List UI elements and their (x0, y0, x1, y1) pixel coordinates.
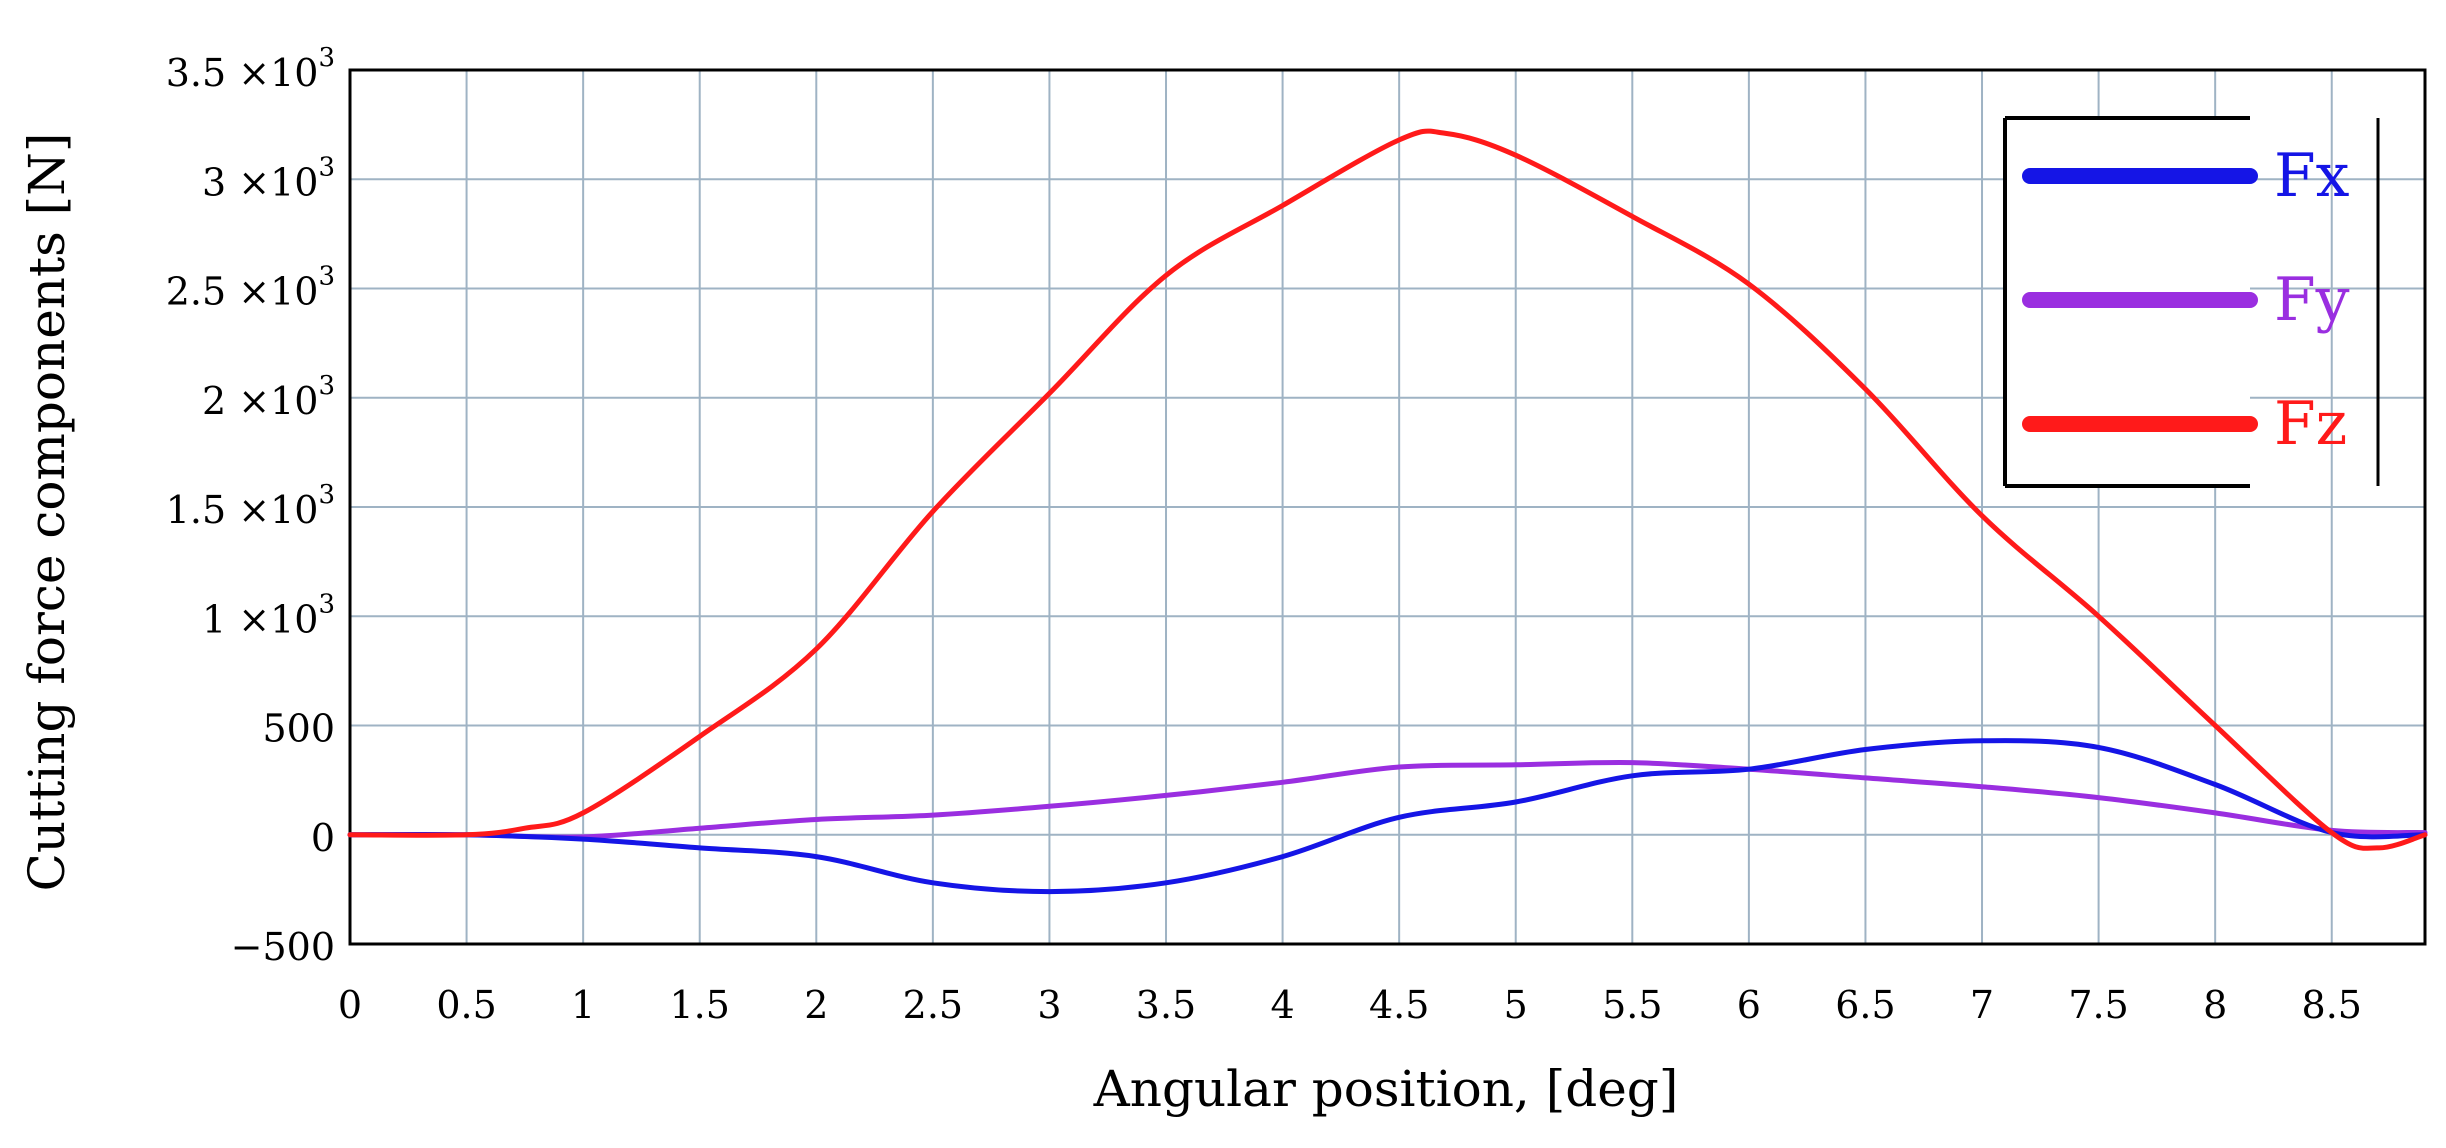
x-tick-label: 7 (1970, 983, 1994, 1027)
y-tick-label: 2 ×103 (202, 371, 335, 423)
series-line-fy (347, 759, 2428, 840)
legend: Fx Fy Fz (2003, 116, 2380, 488)
plot-border (348, 68, 2427, 946)
legend-label-fz: Fz (2274, 389, 2347, 459)
plot-frame (348, 68, 2427, 946)
y-tick-label: 500 (262, 707, 335, 751)
y-axis-label: Cutting force components [N] (18, 133, 76, 892)
x-axis-label: Angular position, [deg] (1093, 1060, 1679, 1118)
x-tick-label: 6.5 (1835, 983, 1895, 1027)
series-layer (347, 128, 2428, 895)
x-tick-label: 2.5 (903, 983, 963, 1027)
x-tick-labels: 0 0.5 1 1.5 2 2.5 3 3.5 4 4.5 5 5.5 6 6.5 7 7.5 8 8.5 (338, 983, 2362, 1027)
x-tick-label: 1 (571, 983, 595, 1027)
x-tick-label: 4 (1270, 983, 1294, 1027)
x-tick-label: 5 (1504, 983, 1528, 1027)
legend-label-fx: Fx (2274, 141, 2350, 211)
x-tick-label: 8.5 (2302, 983, 2362, 1027)
x-tick-label: 6 (1737, 983, 1761, 1027)
x-tick-label: 0.5 (436, 983, 496, 1027)
legend-label-fy: Fy (2274, 265, 2350, 335)
x-tick-label: 3.5 (1136, 983, 1196, 1027)
y-tick-label: 1.5 ×103 (166, 480, 335, 532)
y-tick-labels: 3.5 ×103 3 ×103 2.5 ×103 2 ×103 1.5 ×103 1 ×1… (166, 43, 335, 969)
y-tick-label: 3 ×103 (202, 152, 335, 204)
y-tick-label: 3.5 ×103 (166, 43, 335, 95)
x-tick-label: 4.5 (1369, 983, 1429, 1027)
y-tick-label: −500 (231, 925, 335, 969)
x-tick-label: 0 (338, 983, 362, 1027)
x-tick-label: 7.5 (2068, 983, 2128, 1027)
series-line-fz (347, 128, 2428, 851)
series-line-fx (347, 738, 2428, 895)
x-tick-label: 2 (804, 983, 828, 1027)
x-tick-label: 5.5 (1602, 983, 1662, 1027)
y-tick-label: 2.5 ×103 (166, 262, 335, 314)
y-tick-label: 1 ×103 (202, 589, 335, 641)
x-tick-label: 1.5 (670, 983, 730, 1027)
x-tick-label: 8 (2203, 983, 2227, 1027)
x-tick-label: 3 (1037, 983, 1061, 1027)
y-tick-label: 0 (311, 816, 335, 860)
